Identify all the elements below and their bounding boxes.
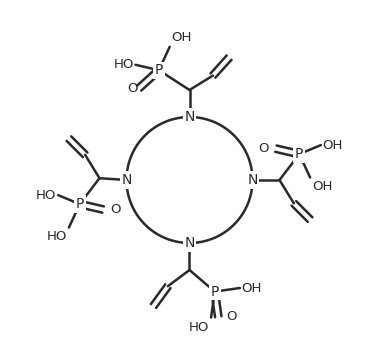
Text: OH: OH (242, 282, 262, 294)
Text: O: O (226, 310, 237, 323)
Text: HO: HO (113, 58, 134, 71)
Text: P: P (155, 63, 163, 77)
Text: P: P (210, 285, 219, 298)
Text: OH: OH (323, 139, 343, 152)
Text: OH: OH (312, 180, 332, 193)
Text: HO: HO (47, 230, 67, 243)
Text: N: N (184, 236, 195, 250)
Text: P: P (295, 147, 304, 161)
Text: HO: HO (36, 189, 56, 202)
Text: O: O (258, 142, 269, 155)
Text: P: P (75, 197, 84, 211)
Text: O: O (127, 82, 138, 95)
Text: N: N (121, 173, 132, 187)
Text: N: N (184, 110, 195, 124)
Text: N: N (247, 173, 258, 187)
Text: HO: HO (189, 321, 209, 334)
Text: O: O (110, 203, 121, 216)
Text: OH: OH (172, 31, 192, 44)
